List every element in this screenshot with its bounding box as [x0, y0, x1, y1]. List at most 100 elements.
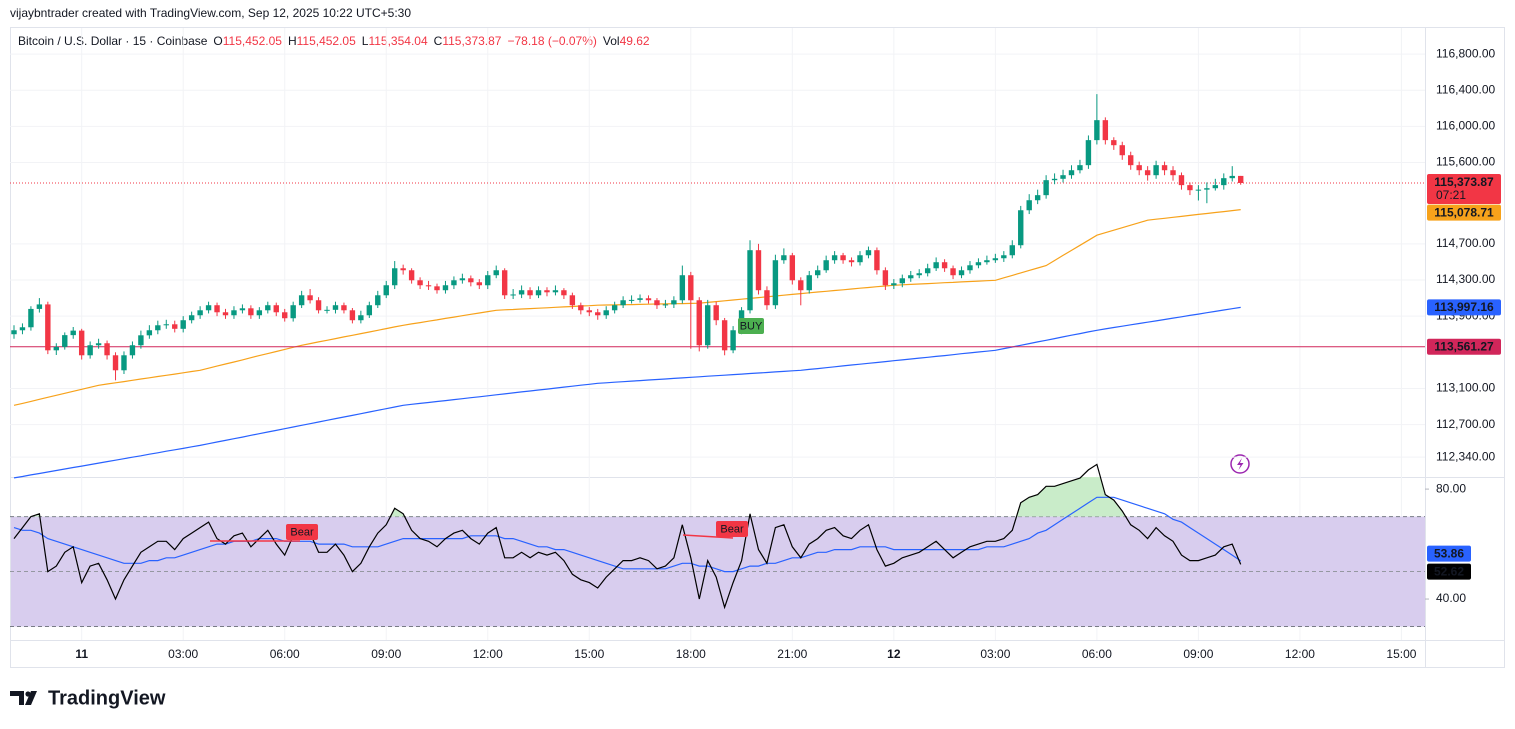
- candle-body: [806, 275, 812, 291]
- candle-body: [1153, 165, 1159, 176]
- candle-body: [772, 260, 779, 306]
- candle-body: [916, 273, 922, 276]
- candle-body: [121, 355, 127, 371]
- candle-body: [510, 294, 516, 296]
- last-price-box: [1427, 173, 1501, 204]
- candle-body: [671, 300, 677, 305]
- y-tick-label: 113,100.00: [1436, 381, 1495, 395]
- candle-body: [425, 285, 432, 287]
- candle-body: [933, 262, 939, 269]
- candle-body: [1195, 189, 1202, 191]
- candle-body: [679, 275, 686, 301]
- y-tick-label: 116,000.00: [1436, 119, 1495, 133]
- candle-body: [1229, 175, 1235, 179]
- legend-value: 115,373.87: [442, 34, 501, 48]
- candle-body: [857, 255, 863, 263]
- legend: Bitcoin / U.S. Dollar · 15 · Coinbase O11…: [18, 34, 650, 48]
- candle-body: [1026, 200, 1032, 211]
- legend-key: Vol: [603, 34, 620, 48]
- candle-body: [628, 299, 635, 301]
- candle-body: [493, 270, 499, 276]
- candle-body: [561, 290, 567, 296]
- candle-body: [789, 255, 796, 281]
- candle-body: [975, 262, 982, 266]
- candle-body: [603, 310, 609, 316]
- candle-body: [341, 305, 347, 311]
- candle-body: [468, 278, 474, 283]
- candle-body: [87, 345, 93, 356]
- candle-body: [188, 315, 195, 321]
- candle-body: [214, 305, 220, 313]
- candle-body: [332, 305, 339, 310]
- candle-body: [349, 310, 356, 321]
- candle-body: [924, 268, 931, 274]
- rsi-line: [13, 463, 1242, 610]
- alert-circle: [1230, 454, 1250, 474]
- x-tick-label: 15:00: [574, 647, 604, 661]
- candle-body: [180, 320, 186, 329]
- price-label-box: [1427, 204, 1501, 221]
- candle-body: [747, 250, 753, 311]
- rsi-average: [13, 496, 1242, 573]
- rsi-value-label: 52.62: [1434, 564, 1464, 578]
- candle-body: [984, 260, 990, 263]
- candle-body: [967, 265, 973, 271]
- signal-badge: [738, 318, 764, 334]
- candle-body: [155, 325, 161, 331]
- candle-body: [1221, 178, 1227, 186]
- candle-body: [1187, 185, 1193, 191]
- candle-body: [645, 298, 652, 301]
- candle-body: [501, 270, 508, 296]
- y-tick-label: 115,600.00: [1436, 155, 1495, 169]
- candle-body: [282, 312, 288, 319]
- candle-body: [95, 343, 102, 346]
- x-tick-label: 12:00: [473, 647, 503, 661]
- candle-body: [248, 308, 254, 316]
- candle-body: [865, 250, 872, 256]
- candle-body: [78, 330, 85, 356]
- signal-label: BUY: [740, 320, 763, 332]
- candle-body: [1018, 210, 1024, 246]
- alert-bolt: [1237, 458, 1244, 470]
- countdown-label: 07:21: [1436, 188, 1466, 202]
- candle-body: [1144, 170, 1151, 176]
- candle-body: [307, 295, 313, 301]
- x-tick-label: 06:00: [1082, 647, 1112, 661]
- candle-body: [696, 300, 702, 346]
- candle-body: [70, 330, 76, 336]
- x-tick-label: 18:00: [676, 647, 706, 661]
- x-tick-label: 06:00: [270, 647, 300, 661]
- candle-body: [358, 315, 364, 321]
- candle-body: [36, 304, 43, 309]
- x-tick-label: 09:00: [1183, 647, 1213, 661]
- credit: vijaybntrader created with TradingView.c…: [10, 6, 411, 20]
- candle-body: [848, 260, 855, 263]
- candle-body: [408, 270, 415, 281]
- x-tick-label: 03:00: [980, 647, 1010, 661]
- rsi-value-box: [1427, 563, 1471, 580]
- candle-body: [324, 309, 330, 311]
- candle-body: [721, 320, 728, 351]
- candle-body: [172, 324, 178, 329]
- hline-label-box: [1427, 338, 1501, 355]
- candle-body: [899, 278, 905, 284]
- candle-body: [1128, 155, 1134, 166]
- candle-body: [256, 310, 263, 316]
- x-tick-label: 12: [887, 647, 901, 661]
- rsi-tick-label: 40.00: [1436, 591, 1466, 605]
- candle-body: [1102, 120, 1109, 141]
- candle-body: [442, 285, 449, 291]
- signal-label: Bear: [720, 523, 744, 535]
- candle-body: [129, 345, 136, 356]
- brand: TradingView: [48, 687, 166, 709]
- candle-body: [104, 343, 110, 356]
- candle-body: [366, 305, 373, 316]
- candle-body: [476, 282, 482, 286]
- x-tick-label: 21:00: [777, 647, 807, 661]
- candle-body: [1043, 180, 1049, 196]
- candle-body: [11, 330, 17, 335]
- alert-icon[interactable]: [1230, 454, 1250, 474]
- rsi-value-box: [1427, 545, 1471, 562]
- candle-body: [1161, 165, 1168, 171]
